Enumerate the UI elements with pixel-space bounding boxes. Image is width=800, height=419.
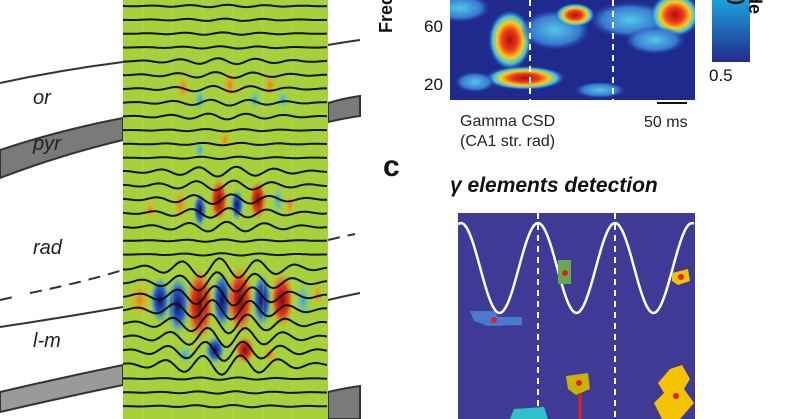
panel-b-ytick-20: 20 <box>424 75 443 94</box>
lfp-trace <box>123 155 328 161</box>
panel-c-detection-plot <box>458 213 695 419</box>
panel-b-caption-line1: Gamma CSD <box>460 113 556 130</box>
lfp-trace <box>123 98 328 107</box>
lfp-trace <box>123 326 328 348</box>
lfp-trace <box>123 31 328 36</box>
panel-b-caption-line2: (CA1 str. rad) <box>460 133 556 150</box>
lfp-trace <box>123 179 328 192</box>
lfp-trace <box>123 238 328 243</box>
lfp-trace <box>123 271 328 293</box>
pyramidal-layer-band <box>0 116 124 180</box>
detected-element-blue <box>470 311 522 326</box>
detected-element-yellow-top <box>672 269 690 285</box>
panel-b-ytick-60: 60 <box>424 17 443 36</box>
lfp-trace <box>123 165 328 178</box>
lfp-trace <box>123 57 328 66</box>
layer-label-rad: rad <box>33 237 62 259</box>
detected-element-olive <box>566 373 590 419</box>
lfp-trace <box>123 312 328 335</box>
lfp-trace <box>123 298 328 321</box>
lfp-trace <box>123 71 327 79</box>
layer-label-lm: l-m <box>33 330 61 352</box>
panel-c-letter: c <box>383 150 400 183</box>
lfp-trace <box>123 84 327 93</box>
panel-b-scalebar-label: 50 ms <box>644 114 688 131</box>
lfp-trace <box>123 403 327 409</box>
layer-label-or: or <box>33 87 51 109</box>
panel-b-colorbar-label: ude n²) <box>727 0 765 22</box>
lfp-trace <box>123 17 327 22</box>
lfp-trace <box>123 252 328 257</box>
layer-boundaries <box>0 39 361 328</box>
lfp-trace <box>123 354 328 376</box>
lm-lower-band <box>0 363 124 414</box>
detected-element-yellow-bottom <box>654 365 694 419</box>
lfp-trace <box>123 257 328 279</box>
lfp-trace <box>123 3 328 9</box>
csd-figure-panel <box>0 0 361 419</box>
detected-element-green <box>558 260 571 284</box>
layer-label-pyr: pyr <box>33 133 61 155</box>
panel-b-heatmap <box>450 0 695 100</box>
lfp-trace <box>123 376 328 381</box>
pyramidal-layer-band-right <box>327 94 361 124</box>
detected-element-cyan <box>510 407 548 419</box>
panel-c-title: γ elements detection <box>450 174 658 197</box>
lfp-trace <box>123 45 328 50</box>
lfp-traces <box>123 3 328 409</box>
lfp-trace <box>123 128 327 133</box>
lfp-trace <box>123 340 328 362</box>
lfp-trace <box>123 193 327 206</box>
lfp-trace <box>123 141 328 147</box>
lfp-trace <box>123 390 327 395</box>
panel-b-colorbar <box>712 0 750 62</box>
lfp-trace <box>123 220 328 233</box>
panel-b-colorbar-min: 0.5 <box>709 66 733 85</box>
lfp-trace <box>123 207 328 219</box>
lfp-trace <box>123 112 328 121</box>
lfp-trace <box>123 285 328 307</box>
reference-oscillation <box>458 221 695 315</box>
panel-b-scalebar <box>657 102 687 104</box>
panel-b-ylabel: Freq <box>376 0 396 34</box>
lm-lower-band-right <box>327 384 361 419</box>
